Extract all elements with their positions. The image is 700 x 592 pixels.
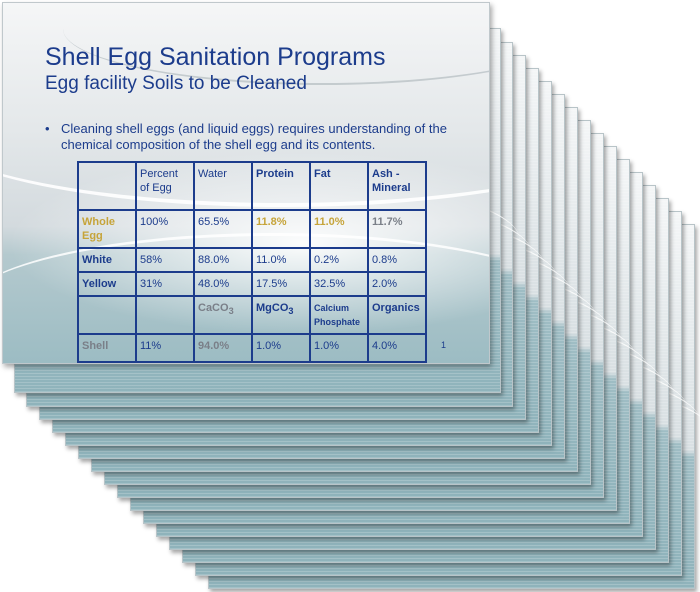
shell-header-cell: MgCO3 bbox=[251, 295, 311, 335]
row-label: White bbox=[77, 247, 137, 273]
table-header-cell: Fat bbox=[309, 161, 369, 211]
table-cell: 32.5% bbox=[309, 271, 369, 297]
page-number: 1 bbox=[441, 340, 447, 350]
table-cell: 0.8% bbox=[367, 247, 427, 273]
table-cell: 58% bbox=[135, 247, 195, 273]
table-cell: 11.0% bbox=[251, 247, 311, 273]
front-slide[interactable]: Shell Egg Sanitation Programs Egg facili… bbox=[2, 2, 490, 364]
table-header-cell: Ash - Mineral bbox=[367, 161, 427, 211]
shell-header-cell: Calcium Phosphate bbox=[309, 295, 369, 335]
row-label: Whole Egg bbox=[77, 209, 137, 249]
table-header-cell: Percent of Egg bbox=[135, 161, 195, 211]
table-cell: 100% bbox=[135, 209, 195, 249]
table-row: Shell 11% 94.0% 1.0% 1.0% 4.0% bbox=[77, 333, 427, 363]
shell-header-cell: CaCO3 bbox=[193, 295, 253, 335]
shell-header-row: CaCO3 MgCO3 Calcium Phosphate Organics bbox=[77, 295, 427, 335]
table-row: White 58% 88.0% 11.0% 0.2% 0.8% bbox=[77, 247, 427, 273]
slide-subtitle: Egg facility Soils to be Cleaned bbox=[45, 73, 307, 94]
table-header-cell: Water bbox=[193, 161, 253, 211]
table-cell: 2.0% bbox=[367, 271, 427, 297]
table-cell: 17.5% bbox=[251, 271, 311, 297]
table-row: Yellow 31% 48.0% 17.5% 32.5% 2.0% bbox=[77, 271, 427, 297]
table-cell: 94.0% bbox=[193, 333, 253, 363]
formula-subscript: 3 bbox=[228, 306, 234, 317]
table-cell bbox=[77, 161, 137, 211]
table-cell: 1.0% bbox=[309, 333, 369, 363]
table-cell: 65.5% bbox=[193, 209, 253, 249]
row-label: Shell bbox=[77, 333, 137, 363]
table-cell: 11.8% bbox=[251, 209, 311, 249]
table-cell: 4.0% bbox=[367, 333, 427, 363]
table-cell: 11% bbox=[135, 333, 195, 363]
row-label: Yellow bbox=[77, 271, 137, 297]
table-cell: 11.7% bbox=[367, 209, 427, 249]
table-row: Whole Egg 100% 65.5% 11.8% 11.0% 11.7% bbox=[77, 209, 427, 249]
table-cell: 31% bbox=[135, 271, 195, 297]
shell-header-cell: Organics bbox=[367, 295, 427, 335]
slide-title: Shell Egg Sanitation Programs bbox=[45, 43, 386, 71]
table-cell: 0.2% bbox=[309, 247, 369, 273]
table-cell bbox=[77, 295, 137, 335]
table-cell bbox=[135, 295, 195, 335]
formula-text: CaCO bbox=[198, 302, 229, 314]
table-cell: 1.0% bbox=[251, 333, 311, 363]
bullet-text: Cleaning shell eggs (and liquid eggs) re… bbox=[61, 121, 447, 152]
table-header-cell: Protein bbox=[251, 161, 311, 211]
formula-subscript: 3 bbox=[288, 306, 294, 317]
bullet-marker: • bbox=[45, 121, 50, 136]
table-header-row: Percent of Egg Water Protein Fat Ash - M… bbox=[77, 161, 427, 211]
egg-composition-table: Percent of Egg Water Protein Fat Ash - M… bbox=[77, 161, 427, 363]
table-cell: 48.0% bbox=[193, 271, 253, 297]
table-cell: 11.0% bbox=[309, 209, 369, 249]
formula-text: MgCO bbox=[256, 302, 289, 314]
table-cell: 88.0% bbox=[193, 247, 253, 273]
